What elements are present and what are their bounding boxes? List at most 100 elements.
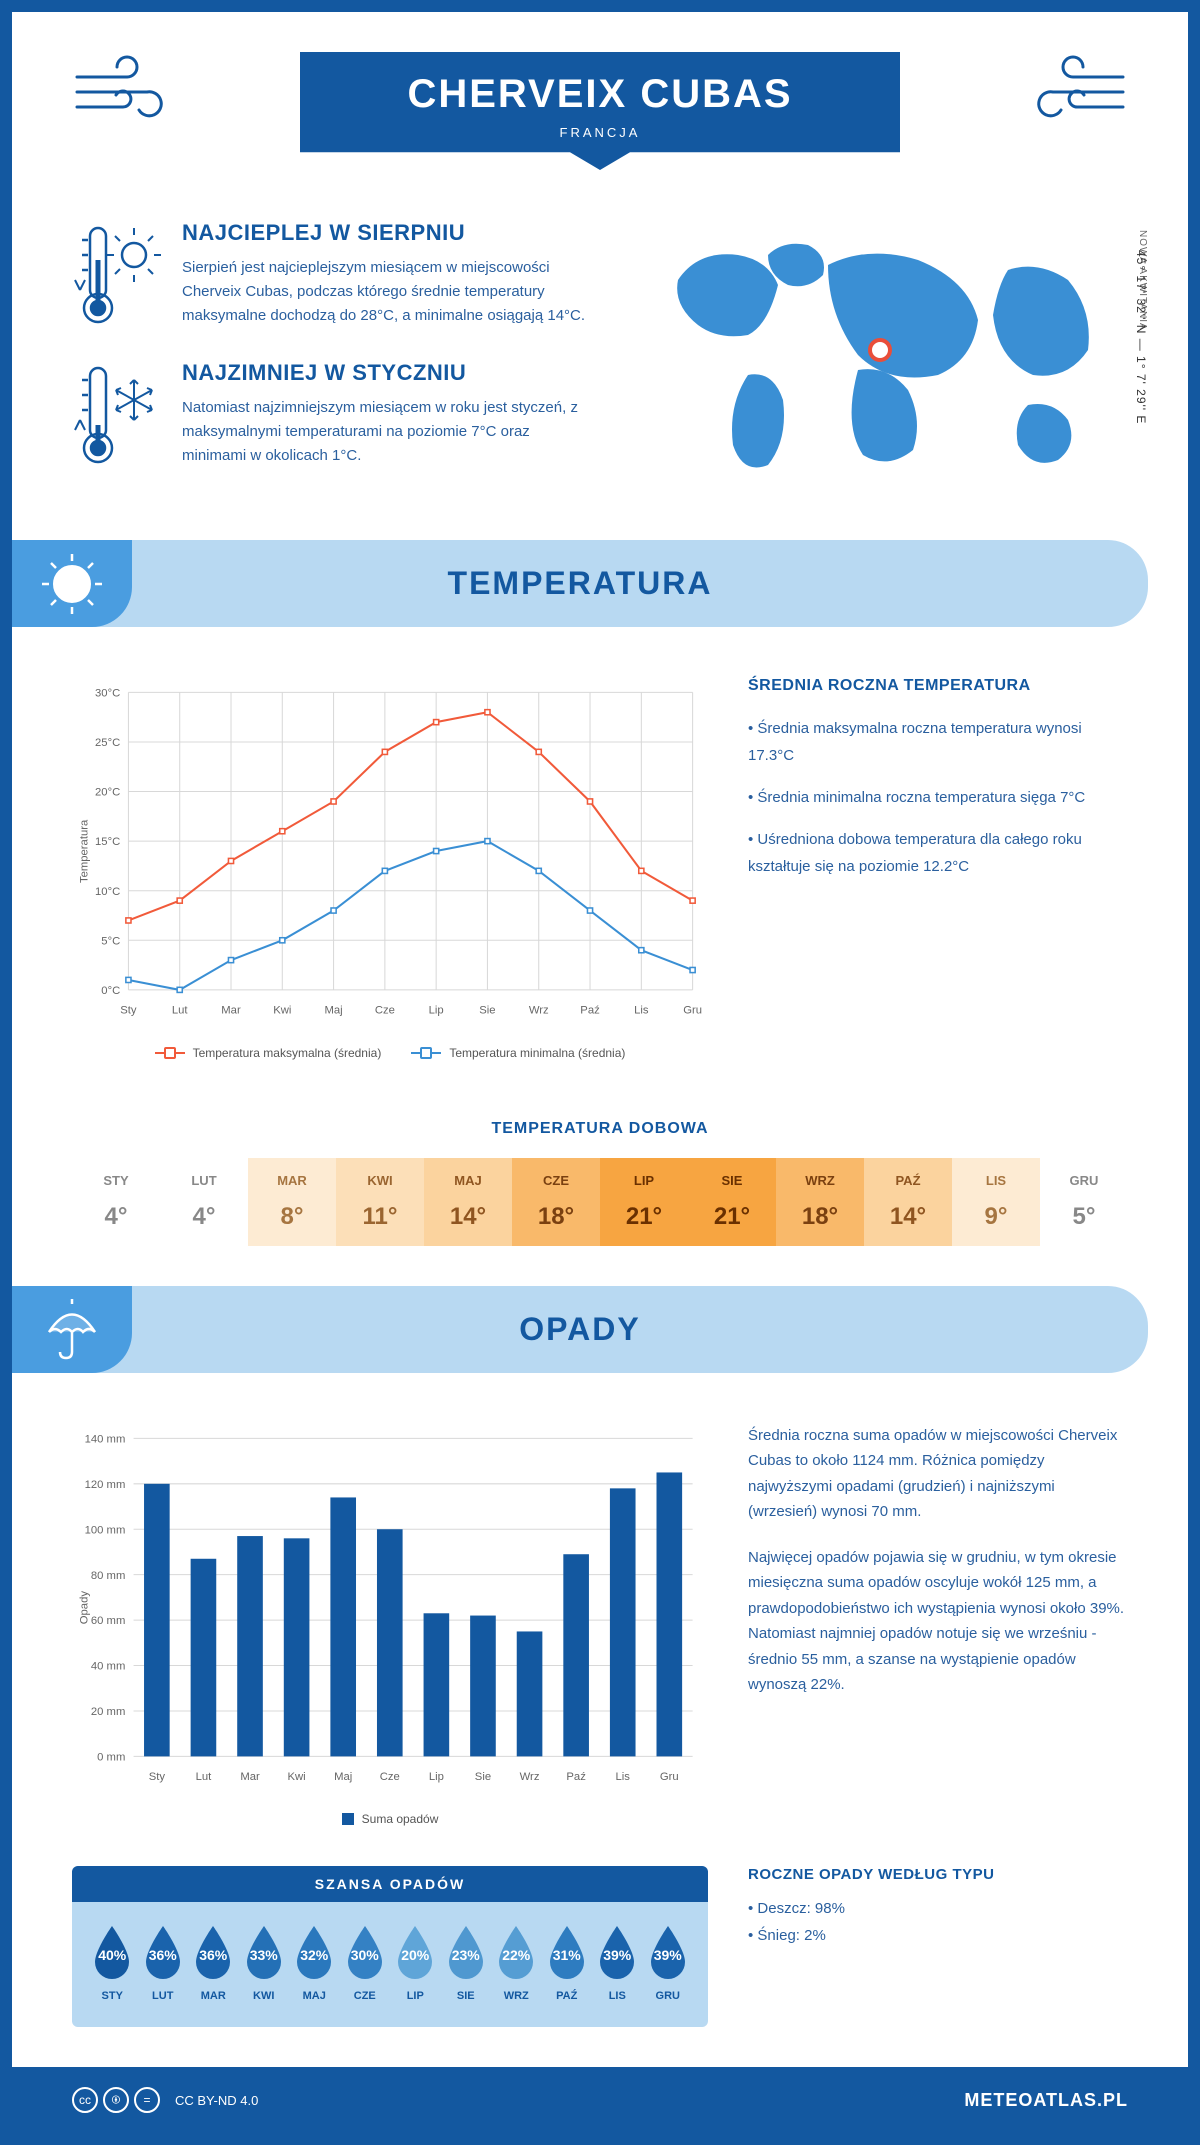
svg-text:0°C: 0°C [101,985,120,997]
svg-text:Sty: Sty [120,1004,137,1016]
coordinates: 45° 17' 32'' N — 1° 7' 29'' E [1134,250,1148,424]
temperature-line-chart: 0°C5°C10°C15°C20°C25°C30°CStyLutMarKwiMa… [72,677,708,1060]
svg-text:Maj: Maj [334,1771,352,1783]
daily-temp-cell: LIS9° [952,1158,1040,1246]
precipitation-header: OPADY [72,1311,1088,1348]
precipitation-bar-chart: 0 mm20 mm40 mm60 mm80 mm100 mm120 mm140 … [72,1423,708,1826]
rain-drop: 39%GRU [643,1922,693,2002]
daily-temp-cell: PAŹ14° [864,1158,952,1246]
svg-text:Kwi: Kwi [273,1004,291,1016]
wind-icon-left [72,52,192,132]
daily-temp-cell: SIE21° [688,1158,776,1246]
thermometer-hot-icon [72,220,162,330]
rain-drop: 31%PAŹ [542,1922,592,2002]
svg-text:Lip: Lip [429,1771,444,1783]
svg-text:Paź: Paź [580,1004,600,1016]
svg-text:Maj: Maj [325,1004,343,1016]
daily-temp-cell: STY4° [72,1158,160,1246]
coldest-text: Natomiast najzimniejszym miesiącem w rok… [182,396,588,468]
footer: cc 🅯 = CC BY-ND 4.0 METEOATLAS.PL [12,2067,1188,2133]
thermometer-cold-icon [72,360,162,470]
svg-text:Sie: Sie [475,1771,491,1783]
map-marker-icon [868,338,892,362]
svg-text:Cze: Cze [375,1004,395,1016]
svg-text:5°C: 5°C [101,935,120,947]
svg-text:Gru: Gru [683,1004,702,1016]
precip-text-2: Najwięcej opadów pojawia się w grudniu, … [748,1545,1128,1698]
svg-text:Sty: Sty [149,1771,166,1783]
svg-text:Sie: Sie [479,1004,495,1016]
daily-temperature-table: TEMPERATURA DOBOWA STY4°LUT4°MAR8°KWI11°… [12,1100,1188,1286]
cc-license-icons: cc 🅯 = [72,2087,160,2113]
svg-text:Wrz: Wrz [529,1004,549,1016]
daily-temp-cell: LUT4° [160,1158,248,1246]
wind-icon-right [1008,52,1128,132]
rain-drop: 36%MAR [188,1922,238,2002]
svg-text:20 mm: 20 mm [91,1706,125,1718]
daily-temp-cell: LIP21° [600,1158,688,1246]
legend-min: .legend-line[style*="3a8fd4"]::before{bo… [411,1046,625,1060]
svg-text:Lis: Lis [616,1771,631,1783]
rain-drop: 22%WRZ [491,1922,541,2002]
rain-drop: 32%MAJ [289,1922,339,2002]
precip-type-item: • Deszcz: 98% [748,1895,1128,1922]
temperature-header: TEMPERATURA [72,565,1088,602]
svg-text:Cze: Cze [380,1771,400,1783]
temperature-section-header: TEMPERATURA [12,540,1148,627]
rain-chance-title: SZANSA OPADÓW [72,1866,708,1902]
brand-name: METEOATLAS.PL [964,2090,1128,2111]
rain-drop: 36%LUT [138,1922,188,2002]
precipitation-section-header: OPADY [12,1286,1148,1373]
svg-text:0 mm: 0 mm [97,1751,125,1763]
rain-drop: 23%SIE [441,1922,491,2002]
svg-text:30°C: 30°C [95,687,120,699]
svg-text:120 mm: 120 mm [85,1479,126,1491]
coldest-title: NAJZIMNIEJ W STYCZNIU [182,360,588,386]
temp-info-title: ŚREDNIA ROCZNA TEMPERATURA [748,677,1128,695]
svg-text:Lis: Lis [634,1004,649,1016]
title-banner: CHERVEIX CUBAS FRANCJA [300,52,900,170]
temperature-info: ŚREDNIA ROCZNA TEMPERATURA • Średnia mak… [748,677,1128,1060]
precip-type-item: • Śnieg: 2% [748,1922,1128,1949]
rain-drop: 40%STY [87,1922,137,2002]
daily-temp-cell: GRU5° [1040,1158,1128,1246]
warmest-block: NAJCIEPLEJ W SIERPNIU Sierpień jest najc… [72,220,588,330]
umbrella-icon [12,1286,132,1373]
precipitation-types: ROCZNE OPADY WEDŁUG TYPU • Deszcz: 98%• … [748,1866,1128,2027]
svg-text:Mar: Mar [221,1004,241,1016]
temp-bullet: • Średnia maksymalna roczna temperatura … [748,715,1128,769]
world-map [628,220,1128,500]
svg-text:25°C: 25°C [95,737,120,749]
daily-temp-cell: MAJ14° [424,1158,512,1246]
legend-max: .legend-line[style*="f15a3a"]::before{bo… [155,1046,382,1060]
license-text: CC BY-ND 4.0 [175,2093,258,2108]
rain-drop: 33%KWI [239,1922,289,2002]
coldest-block: NAJZIMNIEJ W STYCZNIU Natomiast najzimni… [72,360,588,470]
svg-text:60 mm: 60 mm [91,1615,125,1627]
svg-text:Lip: Lip [429,1004,444,1016]
info-section: NAJCIEPLEJ W SIERPNIU Sierpień jest najc… [12,200,1188,540]
daily-temp-cell: MAR8° [248,1158,336,1246]
svg-text:20°C: 20°C [95,787,120,799]
temp-bullet: • Uśredniona dobowa temperatura dla całe… [748,826,1128,880]
svg-text:140 mm: 140 mm [85,1433,126,1445]
header: CHERVEIX CUBAS FRANCJA [12,12,1188,200]
sun-icon [12,540,132,627]
rain-drop: 20%LIP [390,1922,440,2002]
svg-text:Wrz: Wrz [520,1771,540,1783]
svg-text:15°C: 15°C [95,836,120,848]
svg-text:Opady: Opady [78,1590,90,1624]
rain-drop: 39%LIS [592,1922,642,2002]
daily-temp-cell: WRZ18° [776,1158,864,1246]
temp-bullet: • Średnia minimalna roczna temperatura s… [748,784,1128,811]
page-title: CHERVEIX CUBAS [360,72,840,117]
svg-text:100 mm: 100 mm [85,1524,126,1536]
svg-text:80 mm: 80 mm [91,1570,125,1582]
legend-precip: Suma opadów [342,1812,439,1826]
precipitation-info: Średnia roczna suma opadów w miejscowośc… [748,1423,1128,1826]
page-subtitle: FRANCJA [360,125,840,140]
rain-chance-panel: SZANSA OPADÓW 40%STY36%LUT36%MAR33%KWI32… [72,1866,708,2027]
daily-temp-title: TEMPERATURA DOBOWA [72,1120,1128,1138]
svg-text:Gru: Gru [660,1771,679,1783]
svg-text:Paź: Paź [566,1771,586,1783]
